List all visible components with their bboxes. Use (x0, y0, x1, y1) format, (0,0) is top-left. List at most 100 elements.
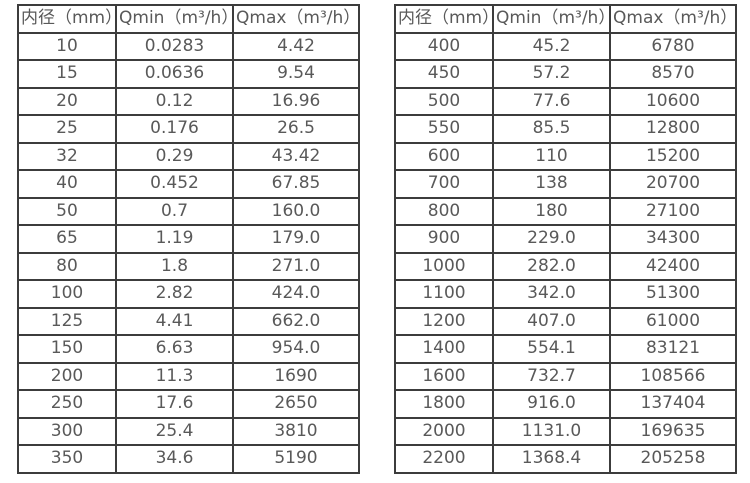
table-row: 15 0.0636 9.54 (17, 59, 360, 89)
table-row: 200 11.3 1690 (17, 361, 360, 391)
table-cell: 1800 (394, 389, 494, 419)
column-header: Qmin（m³/h） (115, 4, 234, 34)
table-cell: 229.0 (492, 224, 611, 254)
table-row: 10 0.0283 4.42 (17, 31, 360, 61)
table-cell: 3810 (232, 416, 360, 446)
table-cell: 1.19 (115, 224, 234, 254)
table-cell: 10 (17, 31, 117, 61)
table-cell: 100 (17, 279, 117, 309)
table-cell: 271.0 (232, 251, 360, 281)
table-row: 700 138 20700 (394, 169, 737, 199)
table-cell: 17.6 (115, 389, 234, 419)
table-cell: 150 (17, 334, 117, 364)
table-row: 500 77.6 10600 (394, 86, 737, 116)
table-header-row: 内径（mm） Qmin（m³/h） Qmax（m³/h） (394, 4, 737, 34)
table-cell: 77.6 (492, 86, 611, 116)
table-cell: 125 (17, 306, 117, 336)
table-row: 50 0.7 160.0 (17, 196, 360, 226)
table-row: 150 6.63 954.0 (17, 334, 360, 364)
table-cell: 10600 (609, 86, 737, 116)
table-cell: 732.7 (492, 361, 611, 391)
table-cell: 2200 (394, 444, 494, 474)
table-cell: 0.7 (115, 196, 234, 226)
table-row: 25 0.176 26.5 (17, 114, 360, 144)
table-cell: 1600 (394, 361, 494, 391)
column-header: Qmax（m³/h） (609, 4, 737, 34)
table-cell: 67.85 (232, 169, 360, 199)
column-header: 内径（mm） (17, 4, 117, 34)
table-cell: 407.0 (492, 306, 611, 336)
table-row: 300 25.4 3810 (17, 416, 360, 446)
flow-table-large-diameters: 内径（mm） Qmin（m³/h） Qmax（m³/h） 400 45.2 6780 45… (394, 4, 737, 474)
table-cell: 51300 (609, 279, 737, 309)
table-cell: 1400 (394, 334, 494, 364)
table-row: 1800 916.0 137404 (394, 389, 737, 419)
table-cell: 916.0 (492, 389, 611, 419)
table-cell: 25 (17, 114, 117, 144)
table-cell: 80 (17, 251, 117, 281)
table-cell: 20700 (609, 169, 737, 199)
table-row: 2000 1131.0 169635 (394, 416, 737, 446)
table-cell: 138 (492, 169, 611, 199)
table-cell: 6780 (609, 31, 737, 61)
table-row: 1600 732.7 108566 (394, 361, 737, 391)
table-cell: 179.0 (232, 224, 360, 254)
table-cell: 32 (17, 141, 117, 171)
table-cell: 16.96 (232, 86, 360, 116)
table-cell: 450 (394, 59, 494, 89)
table-cell: 61000 (609, 306, 737, 336)
table-cell: 954.0 (232, 334, 360, 364)
table-header-row: 内径（mm） Qmin（m³/h） Qmax（m³/h） (17, 4, 360, 34)
table-row: 125 4.41 662.0 (17, 306, 360, 336)
table-cell: 900 (394, 224, 494, 254)
table-cell: 57.2 (492, 59, 611, 89)
table-cell: 424.0 (232, 279, 360, 309)
table-row: 100 2.82 424.0 (17, 279, 360, 309)
flow-table-small-diameters: 内径（mm） Qmin（m³/h） Qmax（m³/h） 10 0.0283 4.42 1… (17, 4, 360, 474)
table-cell: 83121 (609, 334, 737, 364)
table-cell: 43.42 (232, 141, 360, 171)
table-cell: 6.63 (115, 334, 234, 364)
table-cell: 282.0 (492, 251, 611, 281)
table-cell: 4.41 (115, 306, 234, 336)
table-cell: 40 (17, 169, 117, 199)
table-cell: 15200 (609, 141, 737, 171)
table-cell: 4.42 (232, 31, 360, 61)
table-cell: 180 (492, 196, 611, 226)
column-header: Qmin（m³/h） (492, 4, 611, 34)
table-cell: 160.0 (232, 196, 360, 226)
table-cell: 110 (492, 141, 611, 171)
table-cell: 85.5 (492, 114, 611, 144)
table-cell: 0.452 (115, 169, 234, 199)
table-cell: 554.1 (492, 334, 611, 364)
table-row: 1000 282.0 42400 (394, 251, 737, 281)
table-row: 32 0.29 43.42 (17, 141, 360, 171)
table-cell: 1131.0 (492, 416, 611, 446)
table-cell: 27100 (609, 196, 737, 226)
table-row: 350 34.6 5190 (17, 444, 360, 474)
table-row: 65 1.19 179.0 (17, 224, 360, 254)
table-cell: 15 (17, 59, 117, 89)
column-header: 内径（mm） (394, 4, 494, 34)
table-cell: 137404 (609, 389, 737, 419)
table-cell: 5190 (232, 444, 360, 474)
table-row: 450 57.2 8570 (394, 59, 737, 89)
table-cell: 1.8 (115, 251, 234, 281)
table-cell: 0.0636 (115, 59, 234, 89)
table-cell: 342.0 (492, 279, 611, 309)
table-cell: 0.29 (115, 141, 234, 171)
table-row: 1400 554.1 83121 (394, 334, 737, 364)
table-cell: 2000 (394, 416, 494, 446)
table-cell: 11.3 (115, 361, 234, 391)
table-cell: 1200 (394, 306, 494, 336)
table-row: 1200 407.0 61000 (394, 306, 737, 336)
table-cell: 50 (17, 196, 117, 226)
table-cell: 700 (394, 169, 494, 199)
table-row: 2200 1368.4 205258 (394, 444, 737, 474)
table-cell: 169635 (609, 416, 737, 446)
table-cell: 0.12 (115, 86, 234, 116)
table-row: 400 45.2 6780 (394, 31, 737, 61)
table-cell: 1368.4 (492, 444, 611, 474)
table-cell: 45.2 (492, 31, 611, 61)
